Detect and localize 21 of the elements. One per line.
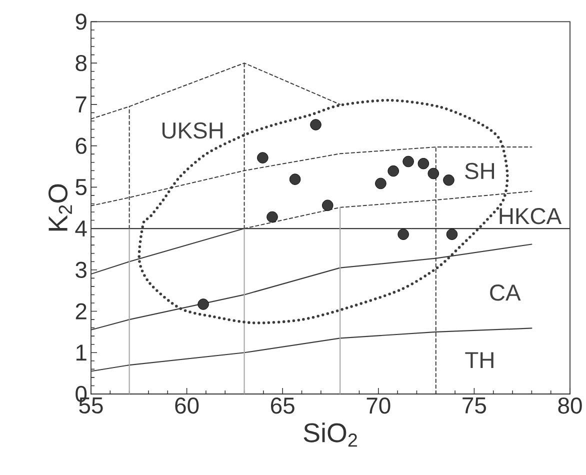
y-tick-label: 4 xyxy=(75,220,87,236)
x-tick-label: 65 xyxy=(271,398,294,414)
y-tick-label: 6 xyxy=(76,138,86,154)
annotation: HKCA xyxy=(500,208,562,224)
annotation: UKSH xyxy=(162,122,223,139)
y-tick-label: 1 xyxy=(76,344,86,361)
x-axis-title: SiO$_{2}$ xyxy=(304,422,357,447)
y-axis-title: K$_{2}$O xyxy=(48,184,72,231)
y-tick-label: 8 xyxy=(76,54,86,72)
annotation: CA xyxy=(490,284,521,301)
x-tick-label: 80 xyxy=(558,398,582,414)
x-tick-label: 70 xyxy=(366,398,390,414)
annotation: TH xyxy=(465,352,494,368)
y-tick-label: 5 xyxy=(76,179,87,196)
y-tick-label: 2 xyxy=(76,303,86,320)
y-tick-label: 9 xyxy=(76,14,86,30)
x-tick-label: 60 xyxy=(175,398,199,414)
x-tick-label: 75 xyxy=(462,398,486,414)
y-tick-label: 3 xyxy=(76,262,86,278)
y-tick-label: 7 xyxy=(76,96,86,112)
annotation: SH xyxy=(465,162,494,180)
